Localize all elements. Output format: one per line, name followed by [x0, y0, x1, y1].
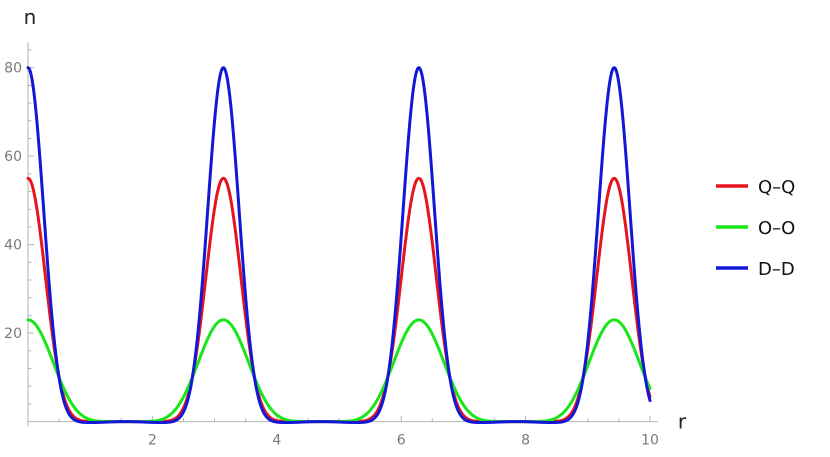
x-axis-label: r: [678, 410, 687, 434]
x-tick-label: 6: [397, 433, 406, 449]
y-axis-label: n: [24, 5, 37, 29]
x-tick-label: 4: [272, 433, 281, 449]
y-tick-label: 80: [4, 61, 22, 77]
x-tick-label: 10: [641, 433, 659, 449]
series-line-2: [26, 66, 652, 425]
series-line-1: [26, 318, 652, 424]
y-tick-label: 20: [4, 326, 22, 342]
axes: 2 4 6 8 10 20 40 60 80 r n: [4, 5, 687, 449]
legend: Q–Q O–O D–D: [716, 177, 795, 280]
legend-label-1: O–O: [758, 218, 795, 239]
series-line-0: [26, 176, 652, 424]
series-layer: [26, 66, 652, 425]
x-tick-label: 2: [148, 433, 157, 449]
legend-label-2: D–D: [758, 259, 795, 280]
x-tick-label: 8: [521, 433, 530, 449]
y-tick-label: 60: [4, 149, 22, 165]
y-tick-label: 40: [4, 238, 22, 254]
legend-label-0: Q–Q: [758, 177, 795, 198]
